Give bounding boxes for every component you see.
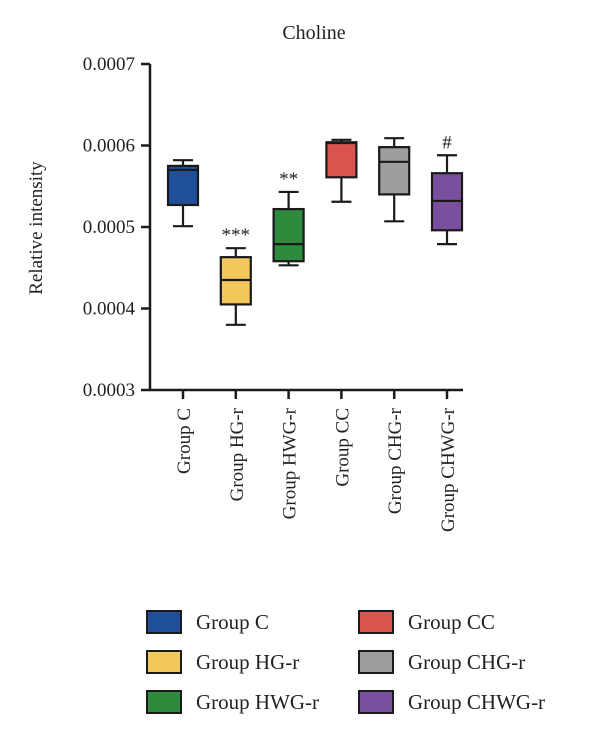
- box-group-c: [166, 159, 200, 228]
- y-axis-label: Relative intensity: [26, 161, 47, 295]
- significance-annotation: ***: [222, 225, 251, 246]
- box-group-hwg-r: **: [272, 169, 305, 267]
- legend-item-group-c: Group C: [146, 607, 269, 637]
- legend-swatch: [358, 610, 394, 634]
- y-tick-label: 0.0003: [83, 380, 135, 401]
- y-tick-label: 0.0004: [83, 299, 136, 320]
- chart-title: Choline: [282, 22, 345, 44]
- significance-annotation: **: [279, 169, 298, 190]
- legend-label: Group HWG-r: [196, 689, 320, 714]
- box-iqr: [378, 146, 411, 196]
- choline-box-chart: Choline Relative intensity 0.00030.00040…: [26, 22, 464, 532]
- legend-swatch: [146, 650, 182, 674]
- x-tick-label: Group CHG-r: [385, 407, 406, 514]
- box-iqr: [272, 207, 305, 263]
- x-tick-label: Group HWG-r: [280, 407, 301, 519]
- box-group-cc: [325, 138, 358, 203]
- y-tick-label: 0.0005: [83, 217, 135, 238]
- legend-item-group-cc: Group CC: [358, 607, 495, 637]
- box-group-chwg-r: #: [430, 132, 464, 246]
- y-axis-ticks: 0.0003 0.0004 0.0005 0.0006 0.0007: [83, 54, 150, 401]
- legend-label: Group CHWG-r: [408, 689, 546, 714]
- chart-legend: Group C Group CC Group HG-r Group CHG-r …: [146, 607, 596, 725]
- box-group-chg-r: [378, 137, 411, 223]
- x-tick-label: Group CHWG-r: [438, 407, 459, 532]
- box-iqr: [325, 141, 358, 179]
- box-plots: *****#: [166, 132, 464, 326]
- legend-swatch: [146, 610, 182, 634]
- x-tick-label: Group C: [174, 408, 195, 474]
- y-tick-label: 0.0007: [83, 54, 135, 75]
- legend-swatch: [146, 690, 182, 714]
- significance-annotation: #: [442, 132, 452, 153]
- legend-item-group-chwg-r: Group CHWG-r: [358, 687, 545, 717]
- x-tick-label: Group CC: [332, 408, 353, 487]
- legend-swatch: [358, 690, 394, 714]
- legend-item-group-hg-r: Group HG-r: [146, 647, 299, 677]
- y-tick-label: 0.0006: [83, 136, 135, 157]
- legend-item-group-chg-r: Group CHG-r: [358, 647, 525, 677]
- x-axis-ticks: Group C Group HG-r Group HWG-r Group CC Grou…: [174, 390, 459, 532]
- box-iqr: [166, 164, 200, 207]
- box-group-hg-r: ***: [219, 225, 252, 326]
- legend-label: Group HG-r: [196, 649, 300, 674]
- x-tick-label: Group HG-r: [227, 407, 248, 501]
- legend-label: Group CHG-r: [408, 649, 526, 674]
- legend-swatch: [358, 650, 394, 674]
- legend-item-group-hwg-r: Group HWG-r: [146, 687, 319, 717]
- legend-label: Group CC: [408, 609, 495, 634]
- legend-label: Group C: [196, 609, 269, 634]
